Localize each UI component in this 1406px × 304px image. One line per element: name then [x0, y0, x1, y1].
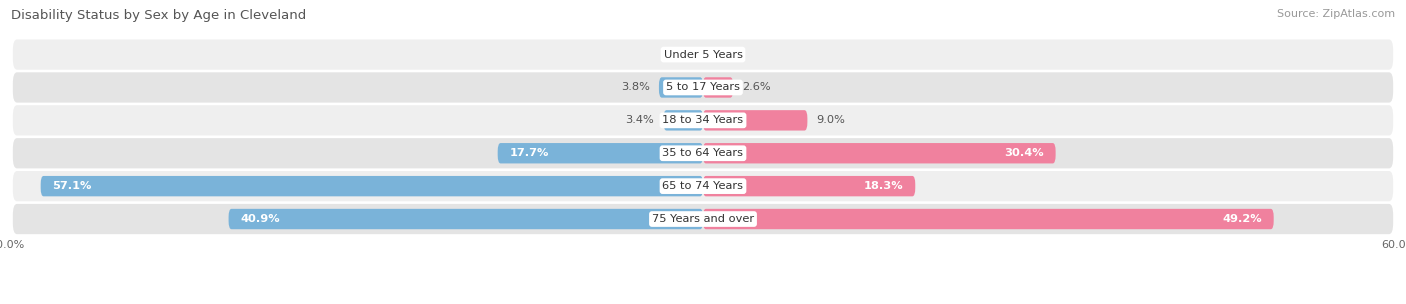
FancyBboxPatch shape [13, 171, 1393, 201]
Text: 57.1%: 57.1% [52, 181, 91, 191]
Text: 75 Years and over: 75 Years and over [652, 214, 754, 224]
Text: 5 to 17 Years: 5 to 17 Years [666, 82, 740, 92]
FancyBboxPatch shape [703, 110, 807, 130]
Text: 65 to 74 Years: 65 to 74 Years [662, 181, 744, 191]
Text: Disability Status by Sex by Age in Cleveland: Disability Status by Sex by Age in Cleve… [11, 9, 307, 22]
FancyBboxPatch shape [13, 72, 1393, 102]
FancyBboxPatch shape [13, 105, 1393, 136]
Text: 18.3%: 18.3% [865, 181, 904, 191]
Text: Source: ZipAtlas.com: Source: ZipAtlas.com [1277, 9, 1395, 19]
Text: 3.4%: 3.4% [626, 115, 654, 125]
FancyBboxPatch shape [41, 176, 703, 196]
Text: 17.7%: 17.7% [509, 148, 548, 158]
FancyBboxPatch shape [13, 40, 1393, 70]
Text: Under 5 Years: Under 5 Years [664, 50, 742, 60]
Text: 18 to 34 Years: 18 to 34 Years [662, 115, 744, 125]
Text: 9.0%: 9.0% [817, 115, 845, 125]
Text: 30.4%: 30.4% [1004, 148, 1045, 158]
Text: 2.6%: 2.6% [742, 82, 770, 92]
FancyBboxPatch shape [659, 77, 703, 98]
Text: 3.8%: 3.8% [621, 82, 650, 92]
FancyBboxPatch shape [703, 143, 1056, 164]
Text: 0.0%: 0.0% [665, 50, 693, 60]
FancyBboxPatch shape [229, 209, 703, 229]
FancyBboxPatch shape [498, 143, 703, 164]
FancyBboxPatch shape [664, 110, 703, 130]
Text: 35 to 64 Years: 35 to 64 Years [662, 148, 744, 158]
FancyBboxPatch shape [703, 176, 915, 196]
Text: 0.0%: 0.0% [713, 50, 741, 60]
FancyBboxPatch shape [703, 209, 1274, 229]
FancyBboxPatch shape [703, 77, 733, 98]
FancyBboxPatch shape [13, 138, 1393, 168]
Text: 49.2%: 49.2% [1222, 214, 1263, 224]
Text: 40.9%: 40.9% [240, 214, 280, 224]
FancyBboxPatch shape [13, 204, 1393, 234]
